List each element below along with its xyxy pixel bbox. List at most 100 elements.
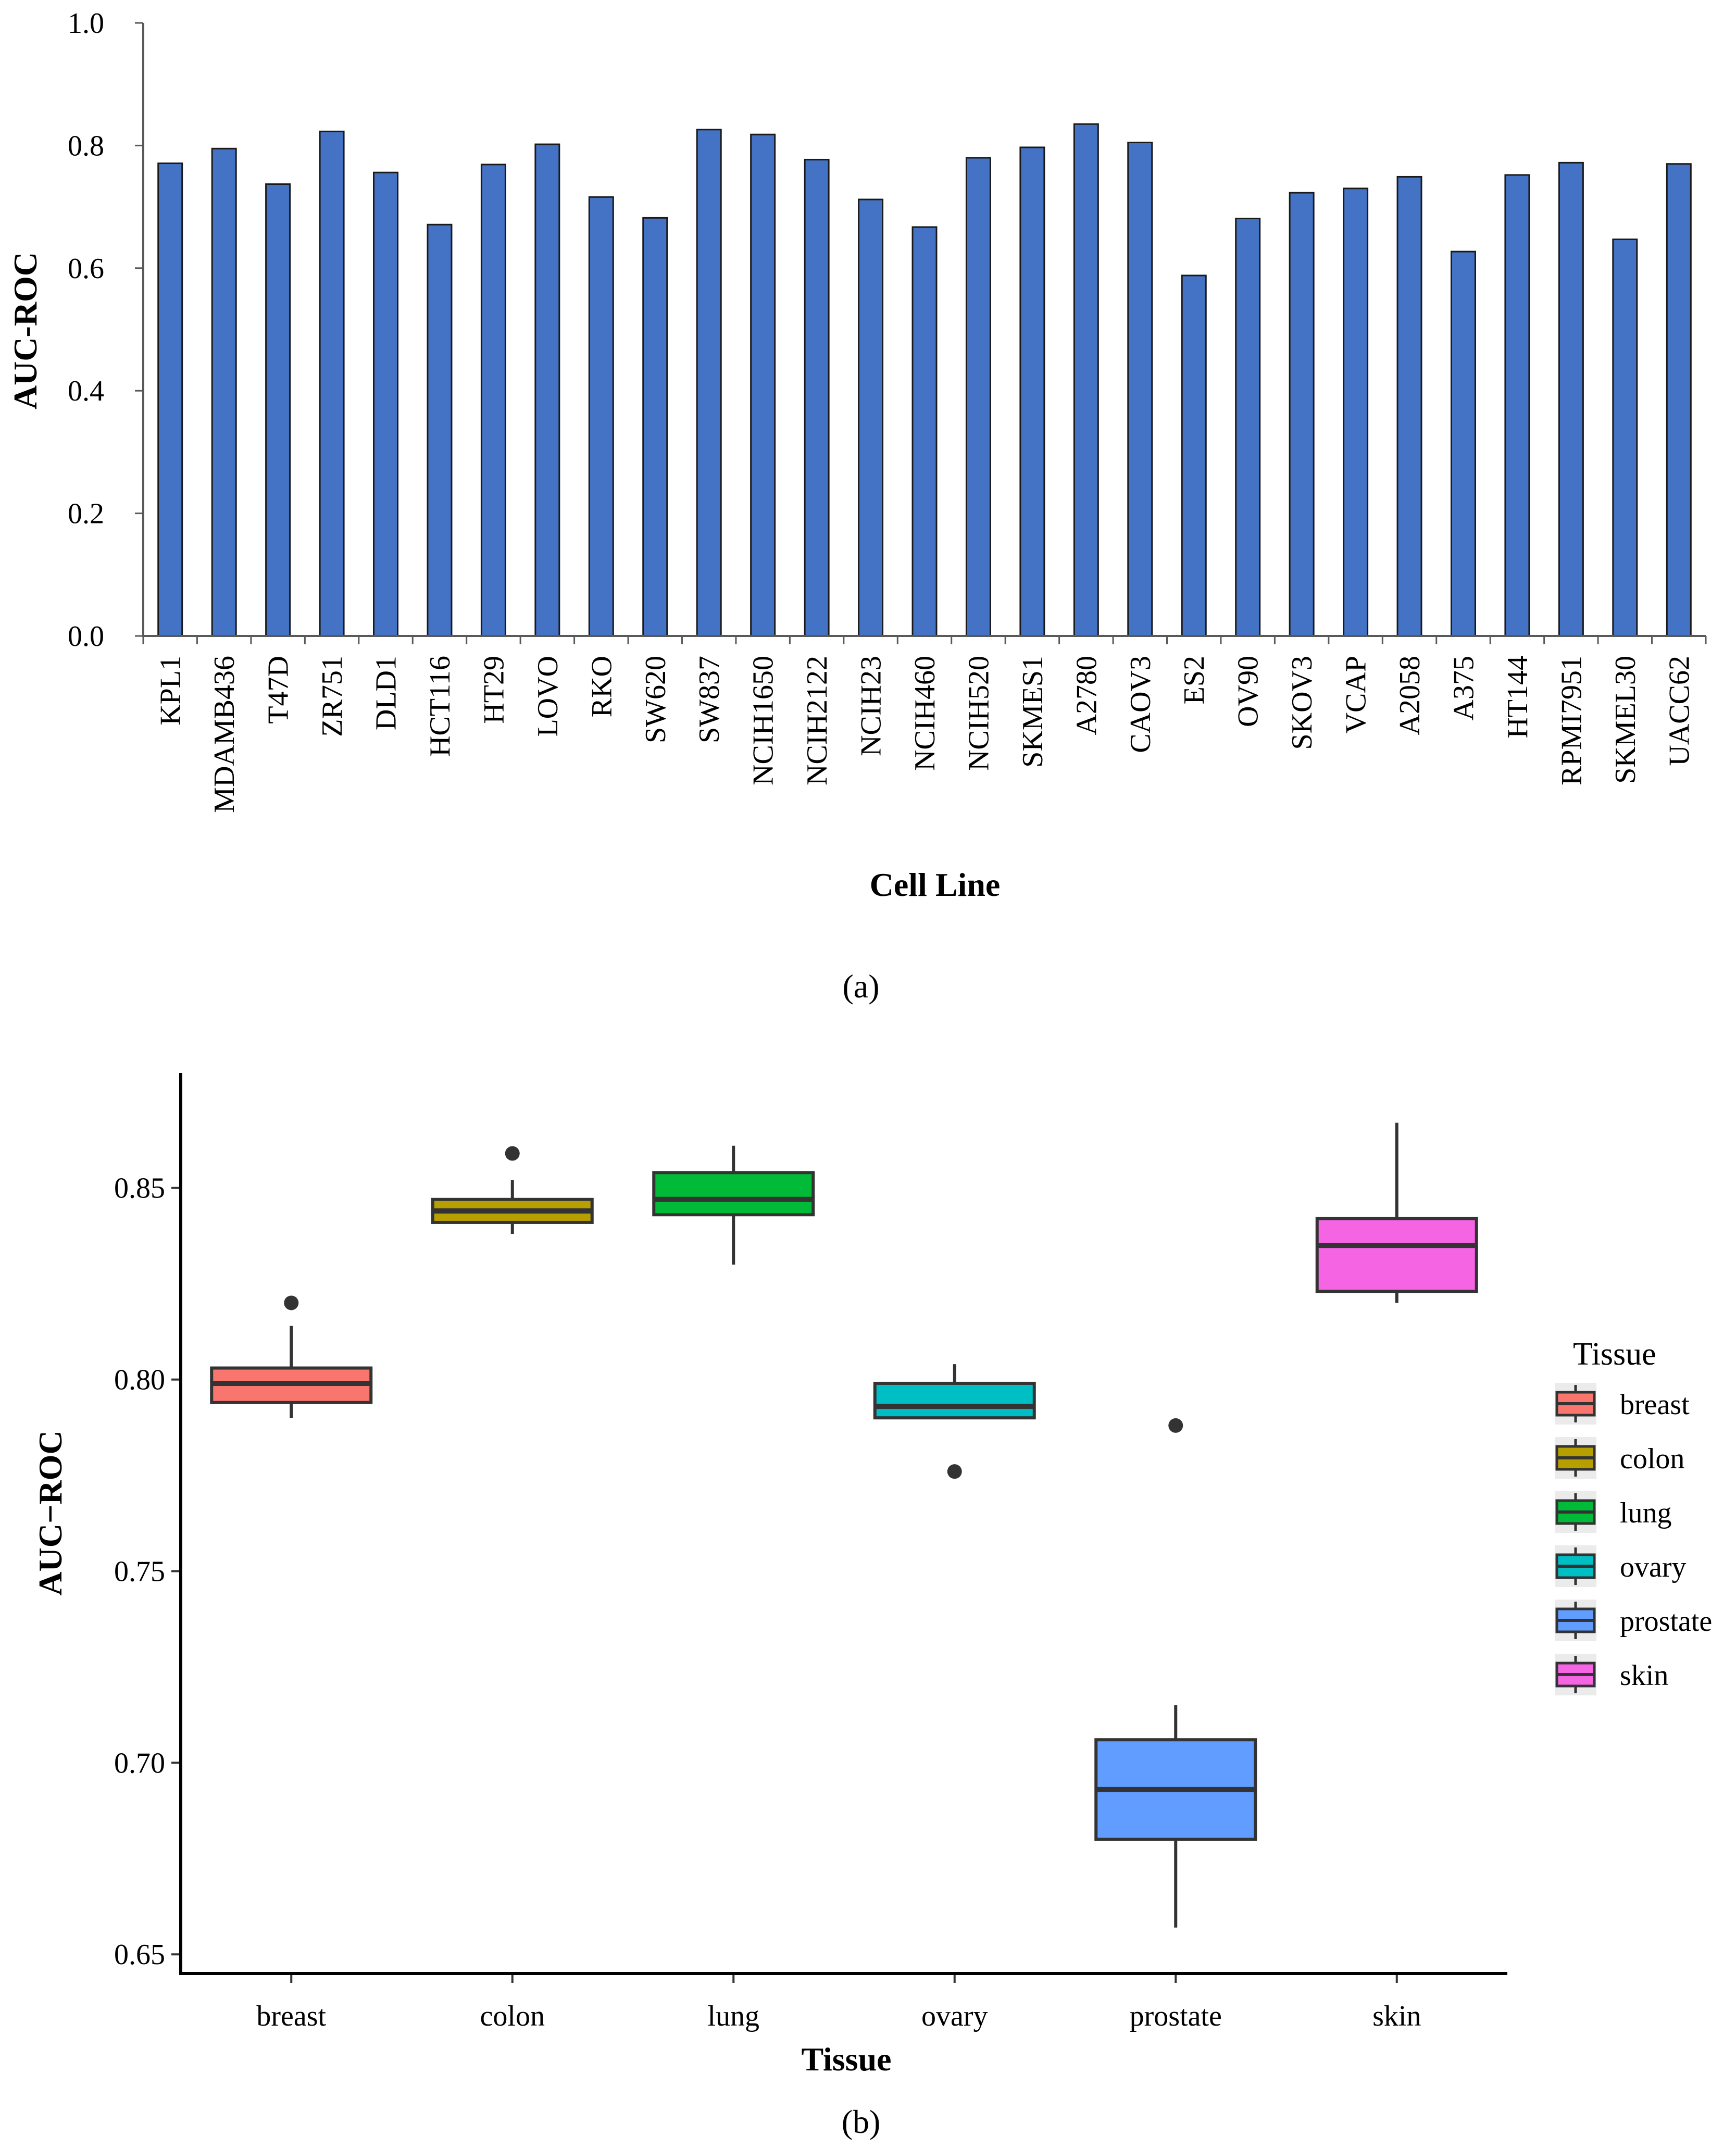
bar-A2780 [1073,123,1099,637]
bar-SW837 [696,129,722,637]
legend: Tissue breast colon lung ovary prostate skin [1555,1337,1712,1695]
bar-UACC62 [1666,163,1692,637]
x-tick-label: T47D [263,656,295,724]
bar-T47D [265,183,291,637]
x-tick-label: A375 [1447,656,1480,720]
x-axis-title: Tissue [801,2041,891,2078]
y-tick-label: 0.8 [68,130,104,162]
bar-CAOV3 [1127,142,1153,637]
bar-VCAP [1343,188,1369,637]
x-tick-label: LOVO [532,656,564,737]
bar-HT144 [1504,174,1530,637]
outlier-ovary [947,1464,962,1479]
bar-chart-panel: 0.0 0.2 0.4 0.6 0.8 1.0 KPL1 MDAMB436 T47D ZR751… [7,7,1707,1005]
y-axis-title: AUC-ROC [7,252,44,409]
x-tick-label: SKOV3 [1286,656,1318,750]
bar-SKMES1 [1019,146,1045,637]
y-tick-label: 0.65 [114,1939,165,1971]
x-tick-label: HT29 [478,656,510,724]
y-tick-label: 0.0 [68,620,104,653]
x-tick-label: NCIH1650 [747,656,780,785]
bar-NCIH520 [965,157,991,637]
bar-HT29 [480,164,506,637]
bar-RKO [588,196,614,637]
x-tick-label: MDAMB436 [208,656,241,813]
bar-SKMEL30 [1612,238,1638,637]
y-axis-title: AUC−ROC [32,1430,69,1595]
legend-label-skin: skin [1620,1659,1668,1692]
outlier-prostate [1168,1418,1183,1433]
x-tick-label: SKMES1 [1017,656,1049,768]
x-tick-label: SW620 [640,656,672,743]
outlier-breast [284,1295,299,1310]
bar-SW620 [642,217,668,637]
box-plot-panel: 0.65 0.70 0.75 0.80 0.85 breast colon lung ovar… [32,1073,1712,2140]
legend-label-prostate: prostate [1620,1605,1712,1638]
x-tick-label: prostate [1130,2000,1222,2032]
legend-label-colon: colon [1620,1443,1684,1475]
bar-RPMI7951 [1558,161,1584,637]
x-tick-label: SW837 [693,656,726,743]
boxes [210,1171,1478,1841]
x-tick-label: DLD1 [370,656,403,730]
y-axis-ticks: 0.0 0.2 0.4 0.6 0.8 1.0 [68,7,143,653]
x-tick-label: RPMI7951 [1555,656,1588,785]
x-tick-label: lung [707,2000,759,2032]
x-tick-label: HT144 [1502,656,1534,739]
x-tick-label: VCAP [1340,656,1372,733]
box-ovary [873,1381,1036,1420]
x-tick-label: ES2 [1178,656,1210,704]
x-tick-label: SKMEL30 [1609,656,1642,784]
bar-NCIH2122 [804,158,830,637]
legend-label-breast: breast [1620,1389,1690,1421]
x-tick-label: A2780 [1070,656,1103,735]
bar-ZR751 [319,130,345,637]
y-tick-label: 0.70 [114,1747,165,1779]
y-axis-ticks: 0.65 0.70 0.75 0.80 0.85 [114,1172,181,1971]
bar-NCIH1650 [750,133,776,637]
box-lung [652,1171,815,1217]
x-tick-label: HCT116 [424,656,456,757]
y-tick-label: 0.6 [68,253,104,285]
bar-series [157,123,1692,637]
x-tick-label: CAOV3 [1125,656,1157,753]
x-tick-label: KPL1 [155,656,187,726]
x-tick-label: ovary [921,2000,988,2032]
bar-ES2 [1181,274,1207,637]
y-tick-label: 0.75 [114,1555,165,1588]
y-tick-label: 0.85 [114,1172,165,1205]
x-tick-label: OV90 [1232,656,1265,727]
x-axis-title: Cell Line [870,866,1001,903]
x-tick-label: RKO [585,656,618,717]
outliers [284,1146,1183,1479]
bar-A2058 [1396,176,1422,637]
x-tick-label: skin [1372,2000,1421,2032]
bar-LOVO [534,143,560,637]
x-tick-label: NCIH520 [963,656,995,771]
x-tick-label: breast [256,2000,326,2032]
legend-title: Tissue [1573,1337,1656,1372]
x-tick-label: ZR751 [316,656,348,737]
bar-NCIH460 [911,226,938,637]
legend-label-lung: lung [1620,1497,1672,1529]
y-tick-label: 0.2 [68,498,104,530]
bar-NCIH23 [858,198,884,637]
x-tick-label: NCIH460 [909,656,941,771]
x-axis-ticks: KPL1 MDAMB436 T47D ZR751 DLD1 HCT116 HT29 LOVO R… [142,636,1707,813]
x-tick-label: NCIH23 [855,656,888,756]
x-tick-label: colon [480,2000,545,2032]
bar-MDAMB436 [211,147,237,637]
x-axis-ticks: breast colon lung ovary prostate skin [256,1974,1421,2032]
x-tick-label: A2058 [1394,656,1426,735]
panel-label-b: (b) [842,2103,881,2140]
legend-label-ovary: ovary [1620,1551,1687,1583]
bar-HCT116 [427,223,453,637]
x-tick-label: NCIH2122 [801,656,833,785]
bar-DLD1 [373,171,399,637]
outlier-colon [505,1146,520,1161]
panel-label-a: (a) [842,968,879,1005]
y-tick-label: 0.4 [68,375,104,407]
x-tick-label: UACC62 [1663,656,1695,766]
box-skin [1315,1217,1478,1293]
